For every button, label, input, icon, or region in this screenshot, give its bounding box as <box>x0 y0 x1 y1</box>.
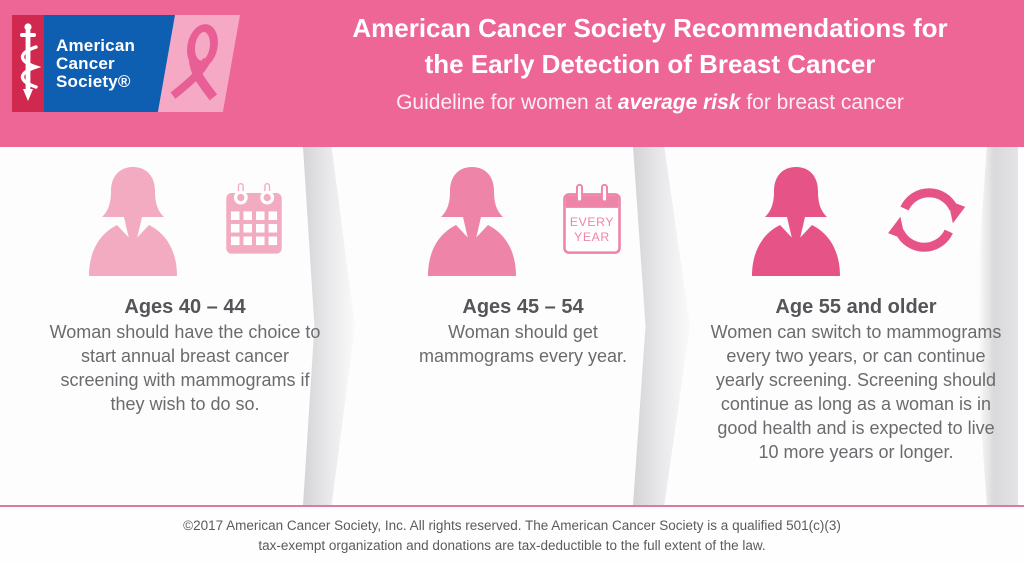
footer: ©2017 American Cancer Society, Inc. All … <box>0 505 1024 563</box>
logo-wordmark: American Cancer Society® <box>44 15 176 112</box>
icon-row: EVERY YEAR <box>377 160 669 280</box>
logo-red-strip <box>12 15 44 112</box>
subtitle-prefix: Guideline for women at <box>396 91 618 114</box>
woman-icon <box>428 167 516 276</box>
calendar-every-year-icon: EVERY YEAR <box>563 183 621 254</box>
logo-word-3: Society® <box>56 71 131 91</box>
calendar-grid-icon <box>226 183 282 254</box>
woman-icon <box>752 167 840 276</box>
refresh-arrows-icon <box>888 188 966 252</box>
logo-ribbon-panel <box>157 15 240 112</box>
column-heading: Ages 45 – 54 <box>462 296 584 318</box>
acs-logo: American Cancer Society® <box>12 15 240 112</box>
column-heading: Ages 40 – 44 <box>124 296 246 318</box>
column-body: Women can switch to mammograms every two… <box>710 322 1002 462</box>
column-age-55-older: Age 55 and older Women can switch to mam… <box>700 160 1012 464</box>
footer-line1: ©2017 American Cancer Society, Inc. All … <box>183 518 841 533</box>
footer-line2: tax-exempt organization and donations ar… <box>258 538 766 553</box>
header-titles: American Cancer Society Recommendations … <box>288 0 1012 147</box>
sword-caduceus-icon <box>20 23 42 101</box>
main-title-line1: American Cancer Society Recommendations … <box>352 13 948 43</box>
column-body: Woman should have the choice to start an… <box>49 322 321 414</box>
icon-row <box>30 160 340 280</box>
column-ages-45-54: EVERY YEAR Ages 45 – 54 Woman should get… <box>377 160 669 368</box>
pink-ribbon-icon <box>170 23 218 100</box>
calendar-label-line2: YEAR <box>574 230 610 244</box>
main-title-line2: the Early Detection of Breast Cancer <box>424 49 876 79</box>
column-ages-40-44: Ages 40 – 44 Woman should have the choic… <box>30 160 340 416</box>
column-heading: Age 55 and older <box>775 296 937 318</box>
subtitle-suffix: for breast cancer <box>740 91 904 114</box>
woman-icon <box>89 167 177 276</box>
calendar-label-line1: EVERY <box>570 215 614 229</box>
right-page-curl <box>978 147 1018 505</box>
column-body: Woman should get mammograms every year. <box>418 322 628 366</box>
icon-row <box>700 160 1012 280</box>
content-area: Ages 40 – 44 Woman should have the choic… <box>0 147 1024 505</box>
logo-word-1: American <box>56 35 136 55</box>
header-banner: American Cancer Society® American Cancer… <box>0 0 1024 147</box>
subtitle-emphasis: average risk <box>617 91 741 114</box>
logo-word-2: Cancer <box>56 53 115 73</box>
subtitle: Guideline for women at average risk for … <box>288 91 1012 115</box>
